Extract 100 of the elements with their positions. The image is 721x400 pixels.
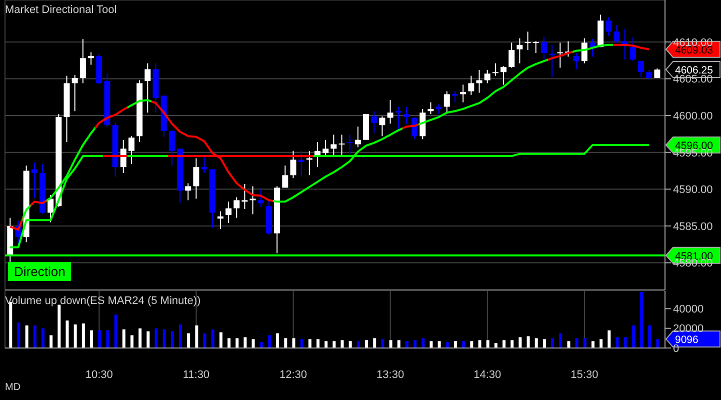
bar xyxy=(559,333,562,348)
text: MD xyxy=(5,382,21,393)
bar xyxy=(244,337,247,348)
candlestick xyxy=(185,182,192,201)
bar xyxy=(462,341,466,348)
bar xyxy=(203,333,206,348)
bar xyxy=(414,340,417,348)
bar xyxy=(276,333,280,348)
candlestick xyxy=(540,36,547,60)
y-tick-label: 4600.00 xyxy=(673,110,713,122)
bar xyxy=(534,338,538,348)
bar xyxy=(526,336,530,348)
bar xyxy=(300,339,304,348)
candlestick xyxy=(371,110,378,134)
bar xyxy=(122,329,126,348)
candlestick xyxy=(290,150,296,179)
bar xyxy=(542,339,546,348)
candlestick xyxy=(420,108,426,140)
candlestick xyxy=(452,90,458,103)
bar xyxy=(228,338,231,348)
bar xyxy=(640,292,644,348)
bar xyxy=(567,341,570,348)
candlestick xyxy=(387,100,394,124)
chart-title: Market Directional Tool xyxy=(5,4,117,16)
bar xyxy=(575,338,578,348)
bar xyxy=(616,337,619,348)
candlestick xyxy=(638,60,644,78)
bar xyxy=(146,331,150,348)
candlestick xyxy=(258,188,264,208)
candlestick xyxy=(80,38,86,84)
x-tick-label: 13:30 xyxy=(376,368,404,381)
candlestick xyxy=(444,90,450,114)
candlestick xyxy=(614,24,620,44)
bar xyxy=(583,338,586,348)
candlestick xyxy=(168,130,175,166)
bar xyxy=(41,328,44,348)
bar xyxy=(236,338,239,348)
bar xyxy=(17,322,20,348)
bar xyxy=(348,341,352,348)
candlestick xyxy=(630,36,636,62)
candlestick xyxy=(250,186,256,215)
candlestick xyxy=(646,69,652,81)
bar xyxy=(518,337,522,348)
bar xyxy=(252,339,255,348)
candlestick xyxy=(379,116,386,137)
candlestick xyxy=(144,62,151,114)
candlestick xyxy=(88,52,94,66)
bar xyxy=(656,339,660,348)
bar xyxy=(502,340,506,348)
candlestick xyxy=(354,126,361,148)
bar xyxy=(422,338,425,348)
bar xyxy=(438,341,441,348)
candlestick xyxy=(282,165,288,188)
bar xyxy=(510,340,514,348)
candlestick xyxy=(460,84,466,103)
bar xyxy=(430,341,433,348)
candlestick xyxy=(242,184,248,210)
bar xyxy=(381,339,384,348)
candlestick xyxy=(338,134,345,156)
bar xyxy=(138,328,142,348)
bar xyxy=(405,341,408,348)
bar xyxy=(284,338,288,348)
x-tick-label: 12:30 xyxy=(280,368,308,381)
bar xyxy=(600,339,603,348)
bar xyxy=(260,342,263,348)
candlestick xyxy=(31,162,38,198)
bar xyxy=(356,341,360,348)
candlestick xyxy=(606,16,612,37)
candlestick xyxy=(428,102,434,115)
candlestick xyxy=(306,150,312,176)
candlestick xyxy=(234,196,240,218)
bar xyxy=(486,340,490,348)
candlestick xyxy=(508,42,515,68)
bar xyxy=(389,340,392,348)
y-tick-label: 40000 xyxy=(673,304,704,316)
bar xyxy=(397,340,400,348)
candlestick xyxy=(72,74,78,112)
bar xyxy=(219,332,222,348)
candlestick xyxy=(492,62,498,76)
candlestick xyxy=(403,106,410,124)
bar xyxy=(154,328,158,348)
bar xyxy=(648,325,652,348)
bar xyxy=(130,335,134,348)
bar xyxy=(316,339,320,348)
candlestick xyxy=(468,75,474,96)
bar xyxy=(25,325,28,348)
candlestick xyxy=(128,136,134,165)
candlestick xyxy=(516,38,523,64)
bar xyxy=(162,329,166,348)
x-tick-label: 14:30 xyxy=(474,368,502,381)
bar xyxy=(114,314,118,348)
candlestick xyxy=(48,194,54,223)
bar xyxy=(624,337,627,348)
bar xyxy=(292,338,296,348)
candlestick xyxy=(226,201,232,224)
bar xyxy=(454,341,457,348)
bar xyxy=(551,338,554,348)
bar xyxy=(50,335,53,348)
bar xyxy=(74,324,77,348)
candlestick xyxy=(395,106,402,130)
